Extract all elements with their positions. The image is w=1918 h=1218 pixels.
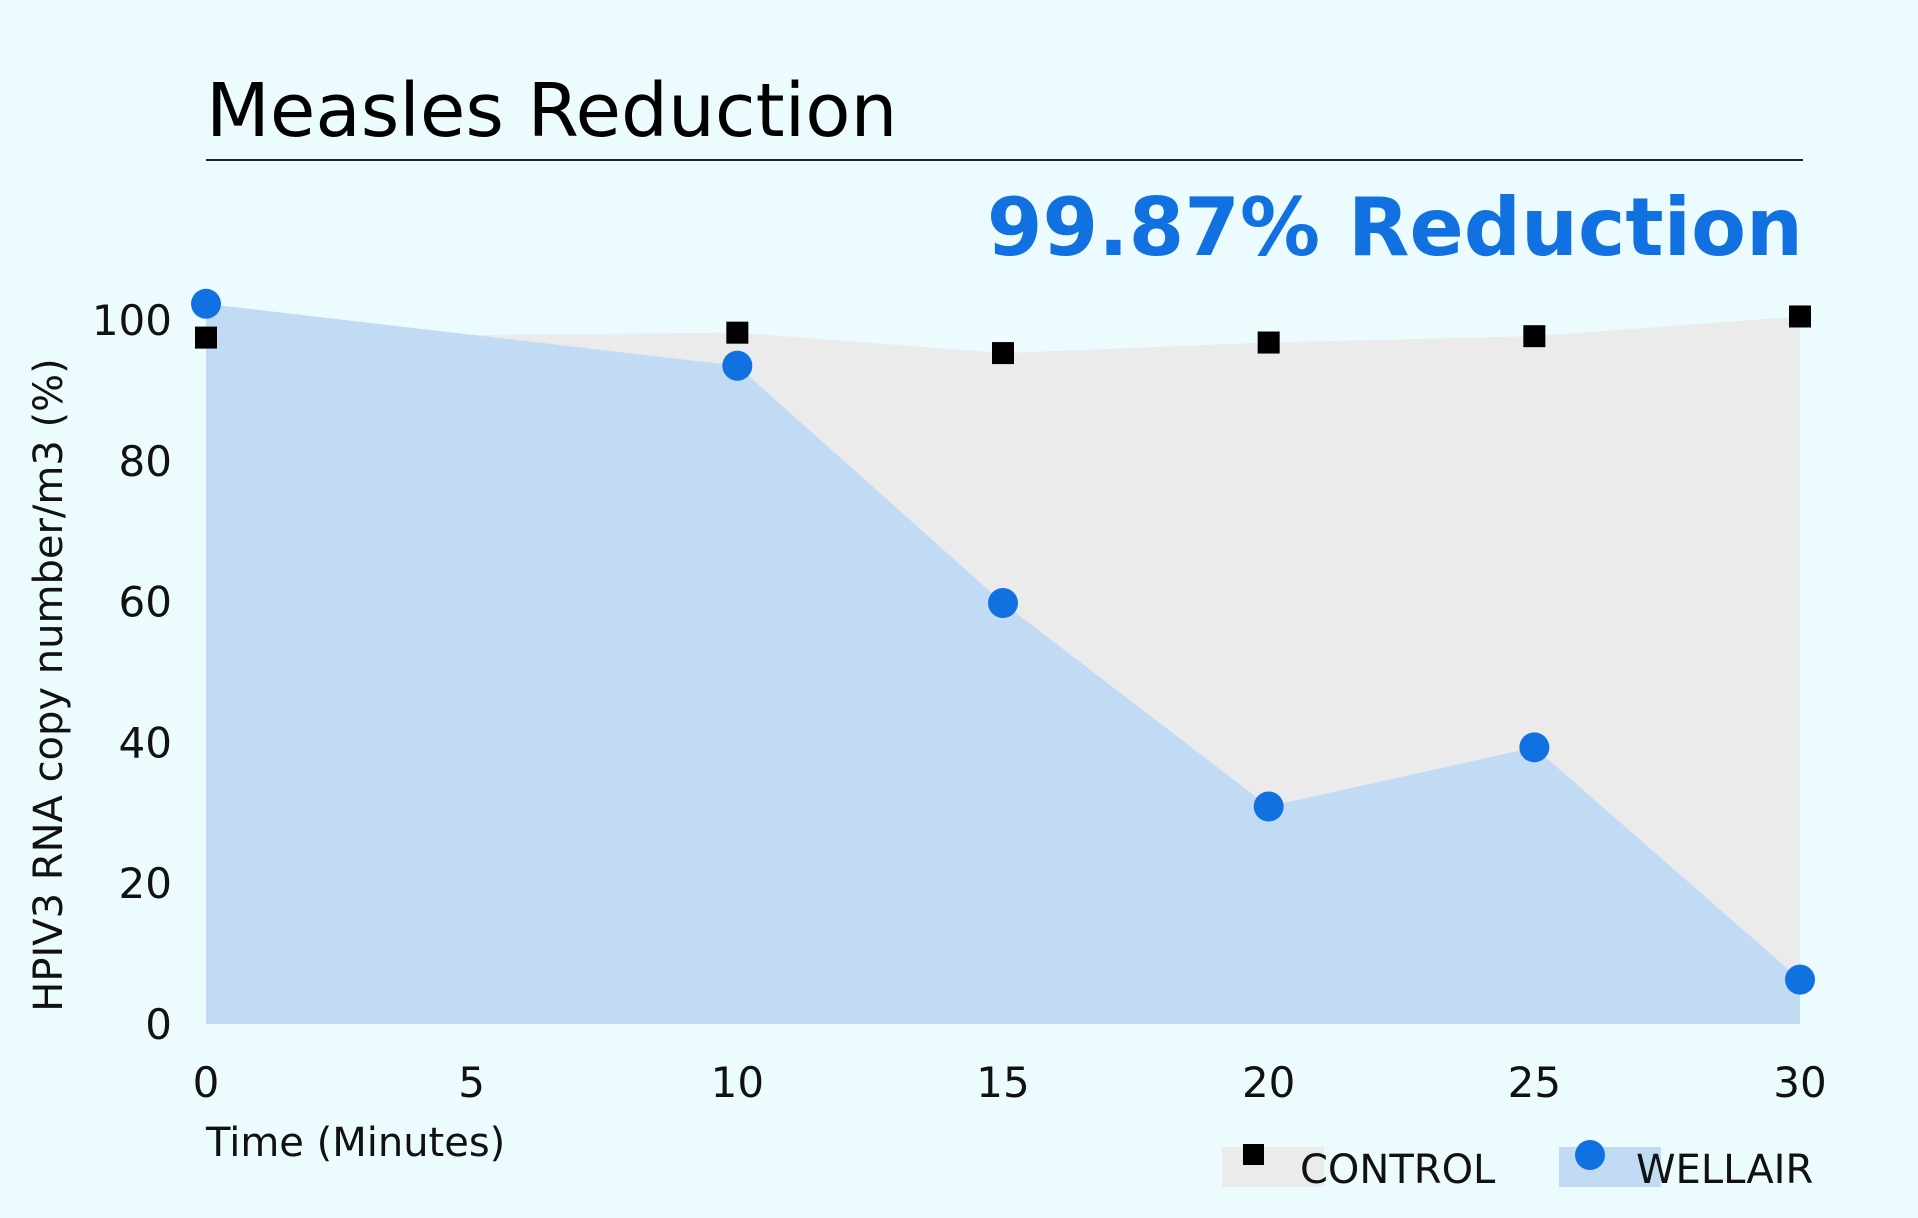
- legend-wellair-label: WELLAIR: [1636, 1147, 1813, 1193]
- wellair-point: [988, 588, 1018, 619]
- area-layer: [206, 303, 1800, 1025]
- control-point: [195, 326, 217, 349]
- legend: CONTROL WELLAIR: [1222, 1140, 1813, 1193]
- y-axis-label: HPIV3 RNA copy number/m3 (%): [26, 358, 72, 1012]
- y-tick-label: 40: [119, 718, 172, 767]
- wellair-point: [1253, 791, 1284, 822]
- chart-title: Measles Reduction: [206, 68, 897, 154]
- y-tick-label: 80: [119, 437, 172, 486]
- legend-wellair-marker: [1575, 1140, 1605, 1170]
- y-tick-label: 100: [92, 296, 172, 345]
- control-point: [726, 321, 749, 344]
- x-tick-label: 0: [193, 1058, 220, 1107]
- legend-control-swatch: [1222, 1147, 1324, 1187]
- y-tick-label: 60: [119, 578, 172, 627]
- reduction-headline: 99.87% Reduction: [987, 181, 1803, 274]
- y-axis-ticks: 0 20 40 60 80 100: [92, 296, 172, 1049]
- legend-control-marker: [1243, 1144, 1264, 1165]
- x-axis-ticks: 0 5 10 15 20 25 30: [193, 1058, 1827, 1107]
- x-tick-label: 25: [1508, 1058, 1561, 1107]
- wellair-point: [1785, 964, 1815, 995]
- x-tick-label: 5: [458, 1058, 485, 1107]
- control-point: [992, 342, 1014, 365]
- wellair-point: [1519, 732, 1550, 763]
- area-wellair: [206, 303, 1800, 1025]
- x-axis-label: Time (Minutes): [205, 1120, 505, 1166]
- control-point: [1523, 325, 1546, 348]
- control-point: [1257, 331, 1280, 354]
- x-tick-label: 20: [1242, 1058, 1295, 1107]
- marker-layer: [191, 288, 1815, 995]
- x-tick-label: 10: [711, 1058, 764, 1107]
- y-tick-label: 20: [119, 859, 172, 908]
- legend-control-label: CONTROL: [1300, 1147, 1496, 1193]
- wellair-point: [722, 350, 753, 381]
- control-point: [1789, 305, 1811, 328]
- x-tick-label: 15: [976, 1058, 1029, 1107]
- x-tick-label: 30: [1773, 1058, 1826, 1107]
- y-tick-label: 0: [145, 1000, 172, 1049]
- wellair-point: [191, 288, 221, 319]
